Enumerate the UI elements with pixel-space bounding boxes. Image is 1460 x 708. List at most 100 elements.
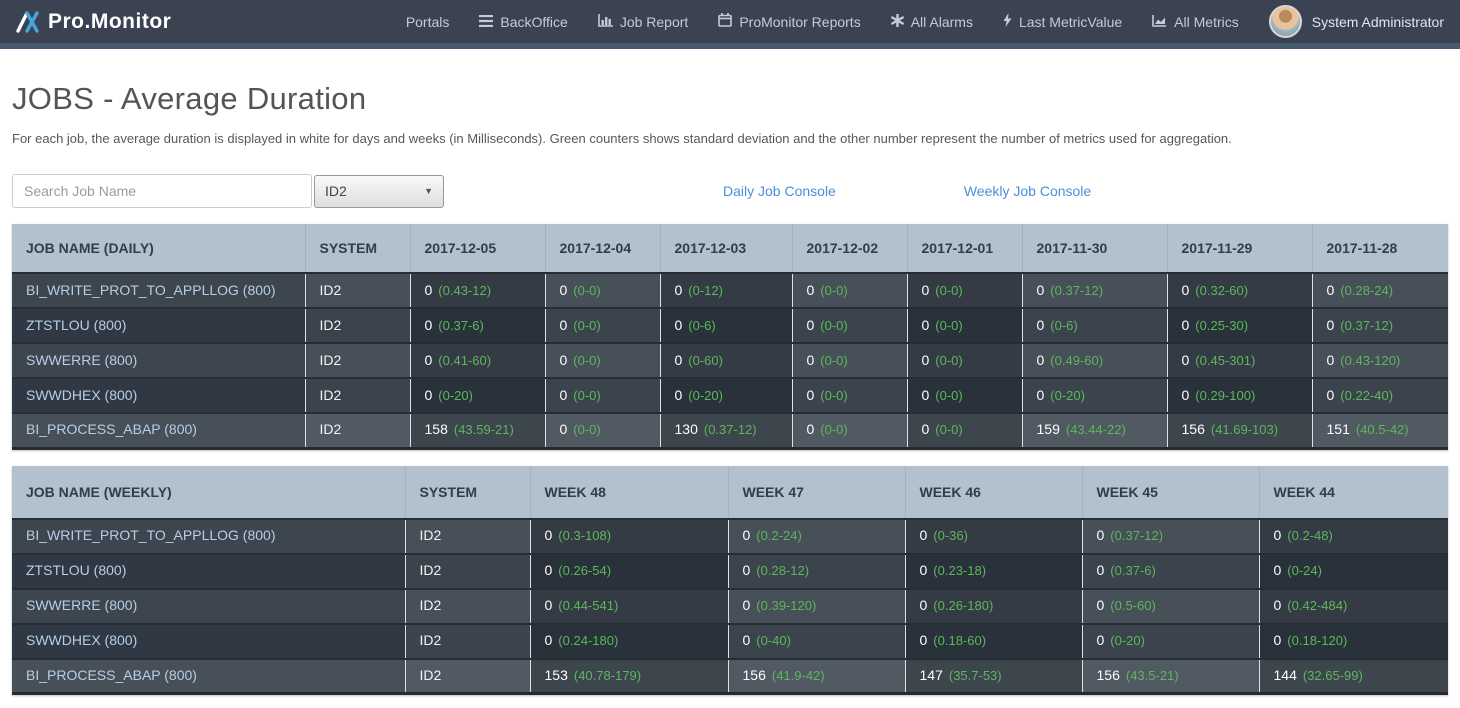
nav-item-job-report[interactable]: Job Report	[598, 13, 688, 30]
user-menu[interactable]: System Administrator	[1268, 5, 1444, 38]
avg-duration-value: 144	[1273, 666, 1297, 683]
avg-duration-value: 0	[674, 316, 683, 333]
duration-cell: 0 (0.37-12)	[1081, 517, 1259, 554]
stddev-count-value: (0.18-60)	[933, 633, 987, 648]
column-header[interactable]: 2017-11-28	[1311, 224, 1448, 273]
duration-cell: 0 (0-0)	[906, 412, 1022, 448]
brand-logo[interactable]: Pro.Monitor	[16, 10, 171, 34]
stddev-count-value: (0-0)	[935, 282, 963, 298]
column-header[interactable]: JOB NAME (WEEKLY)	[12, 465, 405, 519]
nav-item-portals[interactable]: Portals	[406, 14, 450, 30]
stddev-count-value: (0.44-541)	[558, 598, 619, 613]
system-value: ID2	[319, 316, 342, 333]
duration-cell: 158 (43.59-21)	[409, 412, 545, 448]
avg-duration-value: 0	[921, 316, 930, 333]
duration-cell: 0 (0-24)	[1258, 552, 1448, 589]
column-header[interactable]: 2017-11-30	[1021, 224, 1167, 273]
column-header[interactable]: 2017-12-02	[791, 224, 907, 273]
stddev-count-value: (0-40)	[756, 633, 791, 648]
avg-duration-value: 0	[1181, 316, 1190, 333]
job-name-link[interactable]: BI_PROCESS_ABAP (800)	[26, 666, 197, 683]
area-chart-icon	[1152, 14, 1167, 30]
job-name-link[interactable]: BI_PROCESS_ABAP (800)	[26, 421, 197, 438]
column-header[interactable]: SYSTEM	[404, 465, 530, 519]
avg-duration-value: 0	[1326, 316, 1335, 333]
job-name-link[interactable]: SWWDHEX (800)	[26, 632, 138, 648]
column-header[interactable]: 2017-12-01	[906, 224, 1022, 273]
page-title: JOBS - Average Duration	[12, 81, 367, 116]
stddev-count-value: (0.25-30)	[1195, 317, 1249, 333]
job-name-cell: BI_PROCESS_ABAP (800)	[12, 412, 305, 448]
weekly-jobs-table: JOB NAME (WEEKLY) SYSTEM WEEK 48 WEEK 47 WEE…	[12, 465, 1448, 695]
column-header[interactable]: 2017-12-04	[544, 224, 660, 273]
column-header[interactable]: SYSTEM	[304, 224, 410, 273]
system-cell: ID2	[304, 412, 410, 448]
avg-duration-value: 0	[806, 351, 815, 368]
job-name-link[interactable]: BI_WRITE_PROT_TO_APPLLOG (800)	[26, 527, 276, 543]
duration-cell: 0 (0-0)	[906, 272, 1022, 308]
stddev-count-value: (0.23-18)	[933, 563, 987, 578]
duration-cell: 0 (0-0)	[791, 272, 907, 308]
daily-jobs-table: JOB NAME (DAILY) SYSTEM 2017-12-05 2017-12-…	[12, 224, 1448, 450]
avg-duration-value: 0	[1036, 316, 1045, 333]
column-header[interactable]: 2017-12-05	[409, 224, 545, 273]
avg-duration-value: 0	[674, 351, 683, 368]
avg-duration-value: 0	[424, 316, 433, 333]
job-name-link[interactable]: SWWERRE (800)	[26, 351, 138, 368]
nav-label: All Alarms	[910, 13, 973, 30]
daily-job-console-link[interactable]: Daily Job Console	[723, 183, 836, 199]
job-name-link[interactable]: ZTSTLOU (800)	[26, 562, 127, 578]
column-header[interactable]: WEEK 48	[529, 465, 728, 519]
job-name-link[interactable]: SWWDHEX (800)	[26, 386, 138, 403]
column-header[interactable]: JOB NAME (DAILY)	[12, 224, 305, 273]
stddev-count-value: (0-0)	[820, 352, 848, 368]
column-header[interactable]: WEEK 45	[1081, 465, 1259, 519]
duration-cell: 153 (40.78-179)	[529, 657, 728, 694]
avg-duration-value: 158	[424, 421, 448, 438]
system-filter-select[interactable]: ID2 ▼	[314, 174, 444, 208]
nav-item-promonitor-reports[interactable]: ProMonitor Reports	[718, 13, 861, 30]
stddev-count-value: (0-20)	[438, 387, 473, 403]
duration-cell: 0 (0-0)	[906, 307, 1022, 343]
duration-cell: 0 (0.45-301)	[1166, 342, 1312, 378]
column-header[interactable]: WEEK 46	[904, 465, 1082, 519]
stddev-count-value: (0-20)	[1050, 387, 1085, 403]
stddev-count-value: (0.39-120)	[756, 598, 817, 613]
column-header[interactable]: 2017-12-03	[659, 224, 792, 273]
duration-cell: 0 (0.24-180)	[529, 622, 728, 659]
nav-item-all-metrics[interactable]: All Metrics	[1152, 14, 1239, 30]
duration-cell: 0 (0-0)	[906, 377, 1022, 413]
stddev-count-value: (41.69-103)	[1210, 422, 1279, 438]
column-header[interactable]: 2017-11-29	[1166, 224, 1312, 273]
nav-item-backoffice[interactable]: BackOffice	[479, 14, 568, 30]
duration-cell: 0 (0-40)	[727, 622, 905, 659]
duration-cell: 0 (0-20)	[1021, 377, 1167, 413]
stddev-count-value: (0-0)	[573, 387, 601, 403]
system-cell: ID2	[404, 622, 530, 659]
duration-cell: 0 (0.28-12)	[727, 552, 905, 589]
job-name-link[interactable]: SWWERRE (800)	[26, 597, 138, 613]
nav-item-all-alarms[interactable]: All Alarms	[890, 12, 973, 30]
column-header[interactable]: WEEK 47	[727, 465, 905, 519]
duration-cell: 0 (0.22-40)	[1311, 377, 1448, 413]
top-navbar: Pro.Monitor Portals BackOffice Job Repor…	[0, 0, 1460, 43]
job-name-cell: ZTSTLOU (800)	[12, 307, 305, 343]
stddev-count-value: (0.45-301)	[1195, 352, 1256, 368]
stddev-count-value: (0.3-108)	[558, 528, 612, 543]
duration-cell: 0 (0-0)	[791, 412, 907, 448]
nav-item-last-metricvalue[interactable]: Last MetricValue	[1003, 13, 1122, 30]
duration-cell: 0 (0.26-54)	[529, 552, 728, 589]
system-cell: ID2	[304, 377, 410, 413]
search-input[interactable]	[12, 174, 312, 208]
duration-cell: 0 (0.25-30)	[1166, 307, 1312, 343]
job-name-cell: BI_WRITE_PROT_TO_APPLLOG (800)	[12, 272, 305, 308]
weekly-job-console-link[interactable]: Weekly Job Console	[963, 183, 1092, 199]
stddev-count-value: (0.26-54)	[558, 563, 612, 578]
column-header[interactable]: WEEK 44	[1258, 465, 1448, 519]
job-name-link[interactable]: BI_WRITE_PROT_TO_APPLLOG (800)	[26, 281, 276, 298]
stddev-count-value: (0-0)	[573, 282, 601, 298]
menu-icon	[479, 14, 494, 30]
avg-duration-value: 0	[544, 597, 553, 613]
duration-cell: 0 (0.49-60)	[1021, 342, 1167, 378]
job-name-link[interactable]: ZTSTLOU (800)	[26, 316, 127, 333]
